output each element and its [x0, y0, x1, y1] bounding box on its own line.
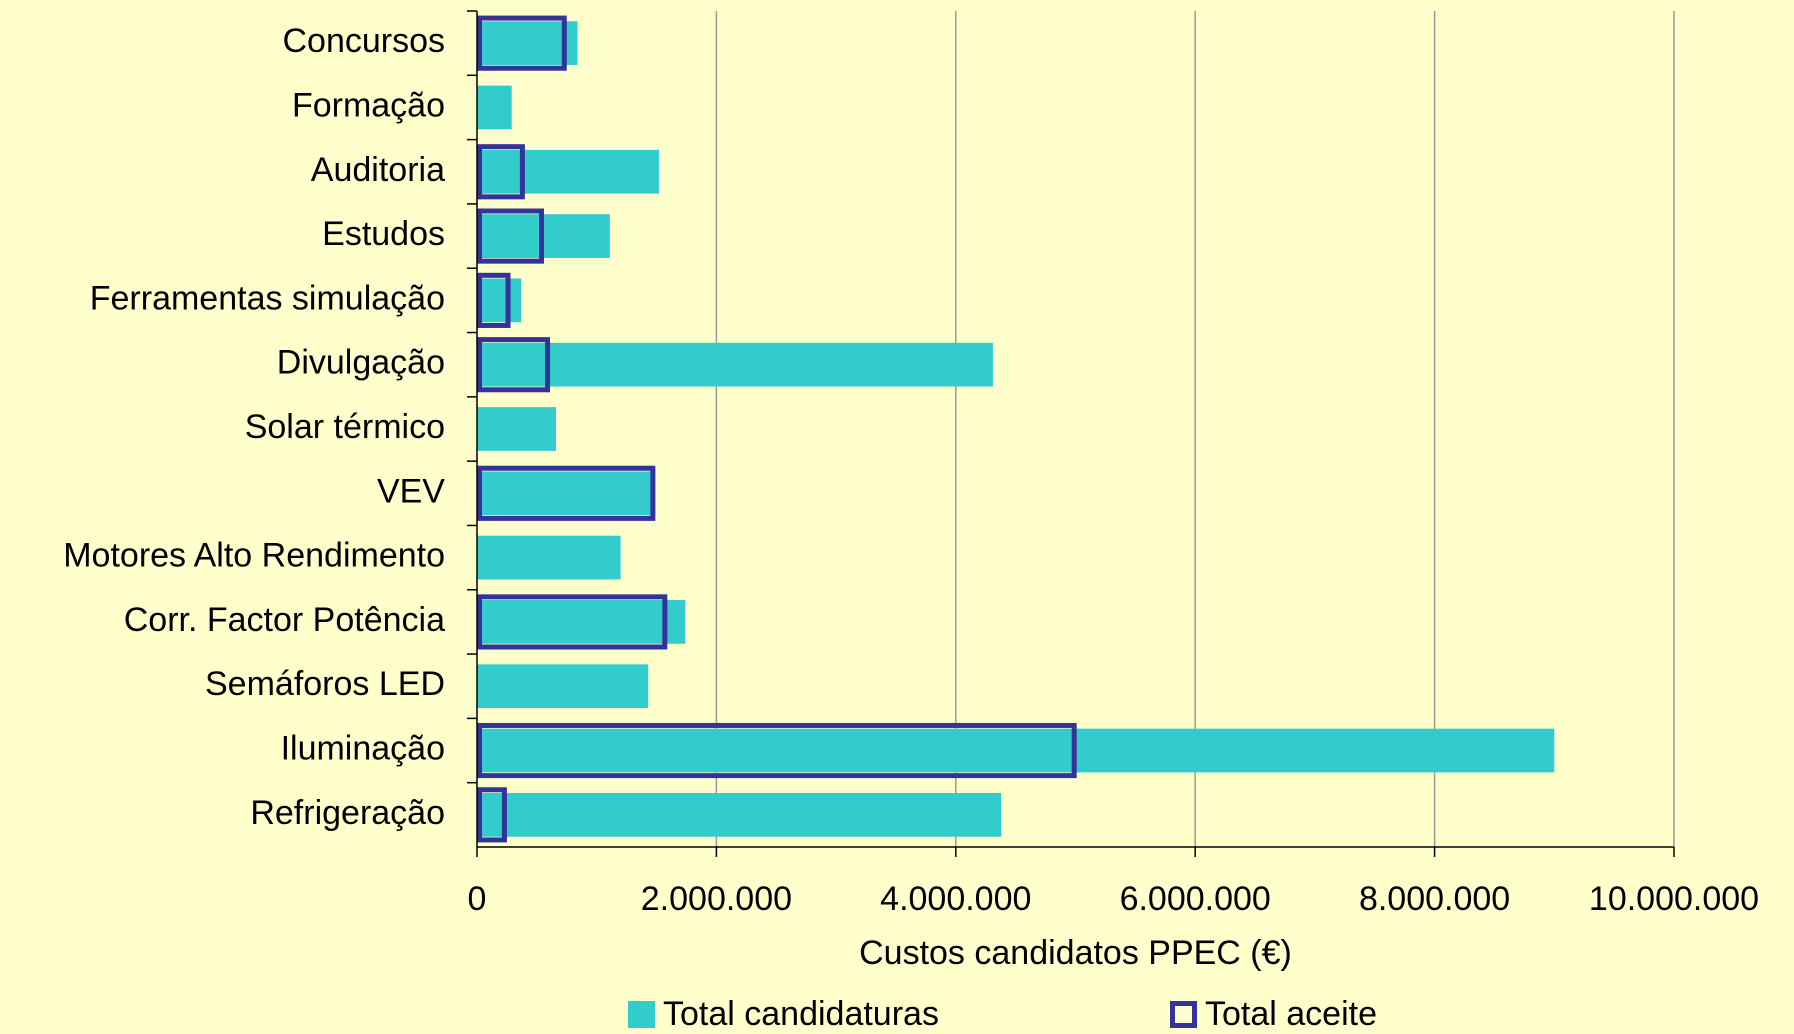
y-tick-label: Auditoria: [311, 151, 445, 189]
x-tick-label: 4.000.000: [880, 880, 1031, 918]
legend-swatch: [1170, 1001, 1197, 1028]
bar-outline: [477, 465, 656, 521]
x-tick-label: 6.000.000: [1120, 880, 1271, 918]
x-tick-label: 10.000.000: [1589, 880, 1759, 918]
y-tick-label: Iluminação: [281, 730, 445, 768]
y-tick-label: Refrigeração: [250, 794, 445, 832]
legend-swatch: [628, 1001, 655, 1028]
y-tick-label: Corr. Factor Potência: [124, 601, 445, 639]
y-tick-label: Estudos: [322, 215, 445, 253]
y-tick-label: Concursos: [282, 22, 445, 60]
bar: [477, 471, 656, 516]
bar: [477, 278, 522, 323]
bar-outline: [477, 337, 551, 393]
y-tick-label: VEV: [377, 472, 445, 510]
legend-label: Total aceite: [1205, 995, 1377, 1033]
bar: [477, 407, 557, 451]
bar-outline: [477, 272, 511, 328]
bar: [477, 600, 686, 644]
bar-outline: [477, 722, 1077, 779]
bar: [477, 792, 1002, 837]
y-tick-label: Ferramentas simulação: [90, 279, 445, 317]
y-tick-label: Solar térmico: [245, 408, 445, 446]
x-tick-label: 0: [468, 880, 487, 918]
bar-outline: [477, 594, 668, 650]
bar-outline: [477, 15, 567, 71]
x-tick-label: 8.000.000: [1359, 880, 1510, 918]
bar-outline: [477, 208, 545, 264]
y-tick-label: Divulgação: [277, 344, 445, 382]
x-tick-label: 2.000.000: [641, 880, 792, 918]
bar: [477, 664, 649, 709]
y-tick-label: Semáforos LED: [205, 665, 445, 703]
bar: [477, 535, 621, 580]
x-axis-label: Custos candidatos PPEC (€): [859, 934, 1292, 972]
bar: [477, 728, 1555, 773]
bar: [477, 21, 578, 66]
bar-outline: [477, 144, 525, 200]
bar-outline: [477, 787, 507, 843]
y-tick-label: Motores Alto Rendimento: [63, 537, 445, 575]
bar: [477, 85, 512, 130]
y-tick-label: Formação: [292, 86, 445, 124]
bar: [477, 342, 993, 387]
legend-label: Total candidaturas: [663, 995, 939, 1033]
bar: [477, 149, 659, 194]
